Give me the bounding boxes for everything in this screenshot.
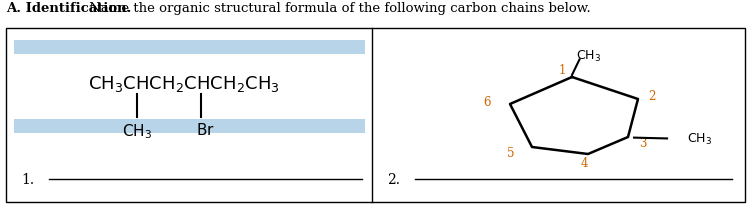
- Text: $\mathsf{CH_3}$: $\mathsf{CH_3}$: [686, 131, 712, 146]
- Text: $\mathsf{Br}$: $\mathsf{Br}$: [195, 122, 215, 137]
- Text: 1.: 1.: [21, 172, 34, 186]
- Text: 1: 1: [559, 64, 566, 77]
- Text: 3: 3: [639, 136, 647, 149]
- Text: $\mathsf{CH_3}$: $\mathsf{CH_3}$: [122, 122, 152, 140]
- Text: A. Identification.: A. Identification.: [6, 2, 131, 15]
- Text: 5: 5: [507, 146, 514, 159]
- Text: $\mathsf{CH_3CHCH_2CHCH_2CH_3}$: $\mathsf{CH_3CHCH_2CHCH_2CH_3}$: [88, 74, 280, 93]
- Text: 2: 2: [648, 90, 655, 103]
- Text: $\mathsf{CH_3}$: $\mathsf{CH_3}$: [576, 48, 601, 63]
- FancyBboxPatch shape: [14, 119, 365, 133]
- Text: Name the organic structural formula of the following carbon chains below.: Name the organic structural formula of t…: [85, 2, 590, 15]
- FancyBboxPatch shape: [6, 29, 745, 202]
- Text: 6: 6: [484, 96, 491, 109]
- Text: 4: 4: [581, 156, 588, 169]
- FancyBboxPatch shape: [14, 41, 365, 55]
- Text: 2.: 2.: [387, 172, 400, 186]
